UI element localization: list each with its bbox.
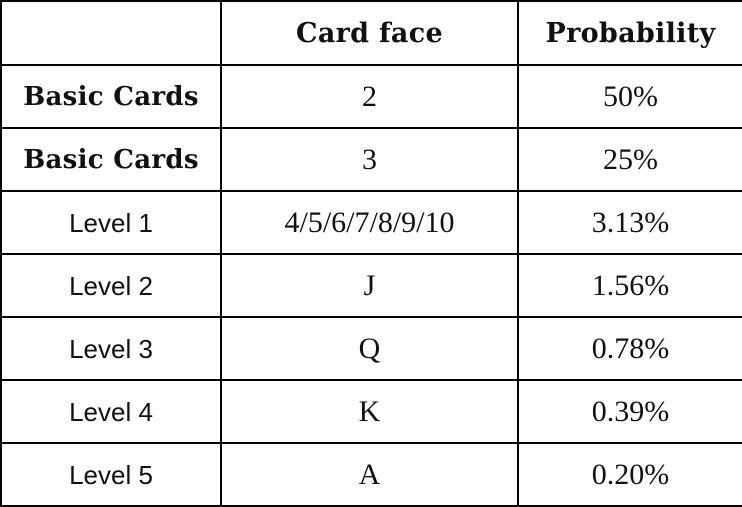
row-category: Level 1	[0, 190, 222, 255]
row-probability: 3.13%	[517, 190, 742, 255]
row-category: Level 2	[0, 253, 222, 318]
table-row: Level 4 K 0.39%	[0, 379, 742, 444]
row-card-face: 2	[220, 64, 519, 129]
table-header-row: Card face Probability	[0, 0, 742, 66]
row-card-face: A	[220, 442, 519, 507]
row-category: Level 4	[0, 379, 222, 444]
table-row: Level 3 Q 0.78%	[0, 316, 742, 381]
row-probability: 1.56%	[517, 253, 742, 318]
header-card-face: Card face	[220, 0, 519, 66]
row-card-face: 4/5/6/7/8/9/10	[220, 190, 519, 255]
table-row: Basic Cards 2 50%	[0, 64, 742, 129]
row-card-face: 3	[220, 127, 519, 192]
row-probability: 0.20%	[517, 442, 742, 507]
table-row: Level 1 4/5/6/7/8/9/10 3.13%	[0, 190, 742, 255]
row-category: Level 5	[0, 442, 222, 507]
row-card-face: J	[220, 253, 519, 318]
row-category: Basic Cards	[0, 127, 222, 192]
row-probability: 0.78%	[517, 316, 742, 381]
table-row: Basic Cards 3 25%	[0, 127, 742, 192]
row-probability: 50%	[517, 64, 742, 129]
header-empty-cell	[0, 0, 222, 66]
row-card-face: K	[220, 379, 519, 444]
row-probability: 25%	[517, 127, 742, 192]
table-row: Level 5 A 0.20%	[0, 442, 742, 507]
row-category: Level 3	[0, 316, 222, 381]
table-row: Level 2 J 1.56%	[0, 253, 742, 318]
row-card-face: Q	[220, 316, 519, 381]
row-probability: 0.39%	[517, 379, 742, 444]
header-probability: Probability	[517, 0, 742, 66]
row-category: Basic Cards	[0, 64, 222, 129]
